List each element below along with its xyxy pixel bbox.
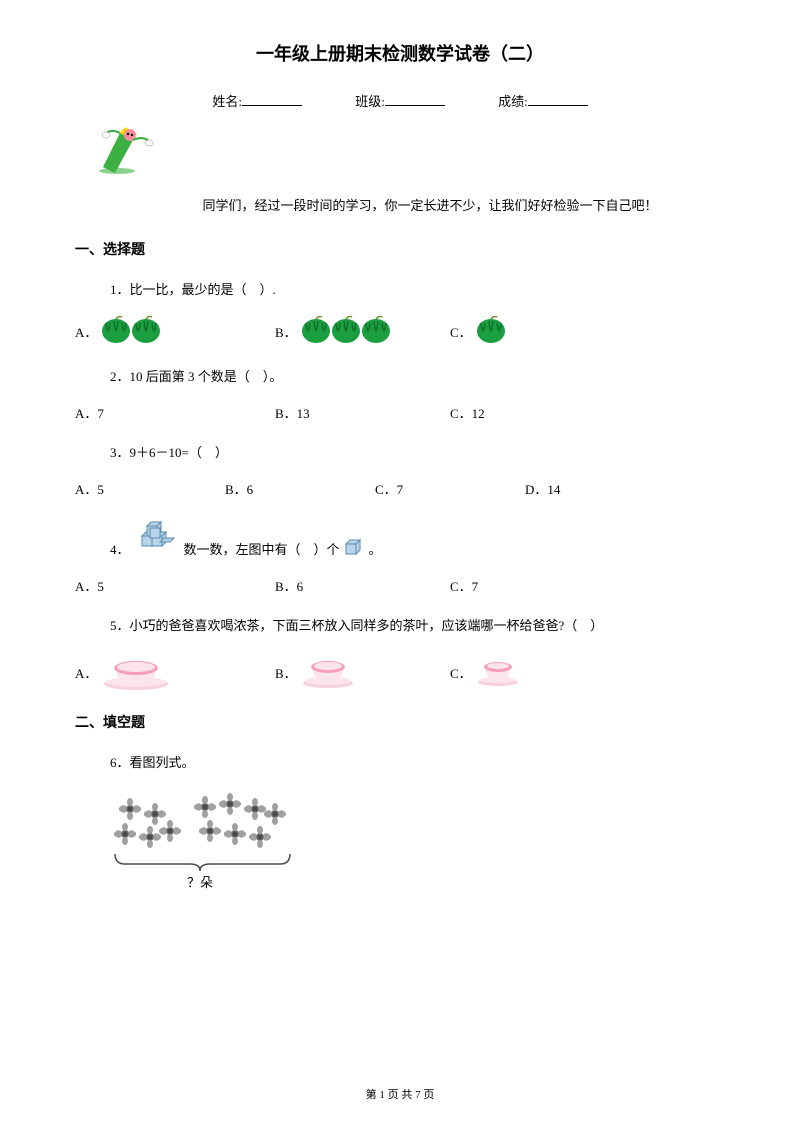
student-info-line: 姓名: 班级: 成绩: — [75, 91, 725, 110]
teacup-medium-icon — [301, 653, 356, 691]
section1-title: 一、选择题 — [75, 239, 725, 259]
question-1: 1．比一比，最少的是（ ）. A． B． C． — [75, 279, 725, 346]
q2-text: 2．10 后面第 3 个数是（ ）。 — [110, 366, 725, 385]
q3-option-c: C．7 — [375, 479, 525, 498]
q5-option-a: A． — [75, 652, 275, 692]
name-label: 姓名: — [212, 94, 242, 109]
q5-opta-label: A． — [75, 663, 97, 682]
q5-optb-label: B． — [275, 663, 297, 682]
q4-mid: 数一数，左图中有（ ）个 — [184, 539, 340, 558]
q4-option-b: B．6 — [275, 576, 450, 595]
watermelon-icon-2 — [101, 316, 161, 346]
q1-option-c: C． — [450, 316, 590, 346]
teacup-large-icon — [101, 652, 171, 692]
question-5: 5．小巧的爸爸喜欢喝浓茶，下面三杯放入同样多的茶叶，应该端哪一杯给爸爸?（ ） … — [75, 615, 725, 692]
watermelon-icon-3 — [301, 316, 391, 346]
q6-text: 6．看图列式。 — [110, 752, 725, 771]
q1-text: 1．比一比，最少的是（ ）. — [110, 279, 725, 298]
q3-text: 3．9＋6－10=（ ） — [110, 442, 725, 461]
q1-optb-label: B． — [275, 322, 297, 341]
q1-opta-label: A． — [75, 322, 97, 341]
q1-optc-label: C． — [450, 322, 472, 341]
q1-option-b: B． — [275, 316, 450, 346]
q2-option-b: B．13 — [275, 403, 450, 422]
q3-option-b: B．6 — [225, 479, 375, 498]
q3-option-a: A．5 — [75, 479, 225, 498]
intro-text: 同学们，经过一段时间的学习，你一定长进不少，让我们好好检验一下自己吧！ — [75, 195, 725, 214]
score-label: 成绩: — [498, 94, 528, 109]
q5-optc-label: C． — [450, 663, 472, 682]
watermelon-icon-1 — [476, 316, 506, 346]
q6-brace-label: ？朵 — [187, 875, 213, 890]
q2-option-c: C．12 — [450, 403, 590, 422]
q4-option-c: C．7 — [450, 576, 590, 595]
name-blank[interactable] — [242, 92, 302, 106]
teacup-small-icon — [476, 655, 521, 690]
page-footer: 第 1 页 共 7 页 — [0, 1086, 800, 1102]
q2-option-a: A．7 — [75, 403, 275, 422]
q4-suffix: 。 — [369, 539, 382, 558]
q4-option-a: A．5 — [75, 576, 275, 595]
class-label: 班级: — [355, 94, 385, 109]
score-blank[interactable] — [528, 92, 588, 106]
section2-title: 二、填空题 — [75, 712, 725, 732]
pencil-cartoon-icon — [95, 125, 725, 180]
flowers-diagram: ？朵 — [100, 789, 725, 898]
q4-prefix: 4． — [110, 539, 130, 558]
q5-option-c: C． — [450, 655, 590, 690]
q3-option-d: D．14 — [525, 479, 655, 498]
single-cube-icon — [342, 536, 367, 558]
exam-title: 一年级上册期末检测数学试卷（二） — [75, 40, 725, 66]
q1-option-a: A． — [75, 316, 275, 346]
class-blank[interactable] — [385, 92, 445, 106]
question-4: 4． 数一数，左图中有（ ）个 。 A．5 B．6 C．7 — [75, 518, 725, 595]
cubes-stack-icon — [132, 518, 182, 558]
question-3: 3．9＋6－10=（ ） A．5 B．6 C．7 D．14 — [75, 442, 725, 498]
q5-option-b: B． — [275, 653, 450, 691]
question-6: 6．看图列式。 — [75, 752, 725, 898]
q5-text: 5．小巧的爸爸喜欢喝浓茶，下面三杯放入同样多的茶叶，应该端哪一杯给爸爸?（ ） — [110, 615, 725, 634]
question-2: 2．10 后面第 3 个数是（ ）。 A．7 B．13 C．12 — [75, 366, 725, 422]
